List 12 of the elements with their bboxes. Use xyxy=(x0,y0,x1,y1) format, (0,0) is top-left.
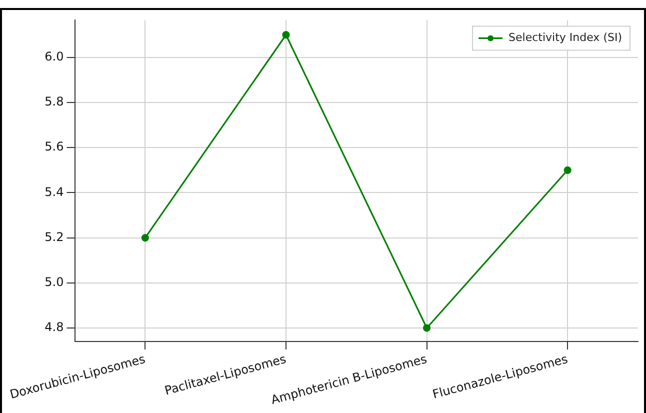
y-tick-label: 4.8 xyxy=(44,320,64,334)
point xyxy=(141,234,149,242)
point xyxy=(422,324,431,332)
y-tick-label: 5.6 xyxy=(44,140,64,154)
y-tick-label: 5.4 xyxy=(44,184,64,199)
point xyxy=(564,166,572,174)
y-tick-label: 6.0 xyxy=(44,50,64,64)
y-tick-label: 5.0 xyxy=(44,275,64,290)
legend-label: Selectivity Index (SI) xyxy=(508,31,622,44)
y-tick-label: 5.2 xyxy=(44,230,64,244)
point xyxy=(282,31,290,39)
y-tick-label: 5.8 xyxy=(44,94,64,109)
